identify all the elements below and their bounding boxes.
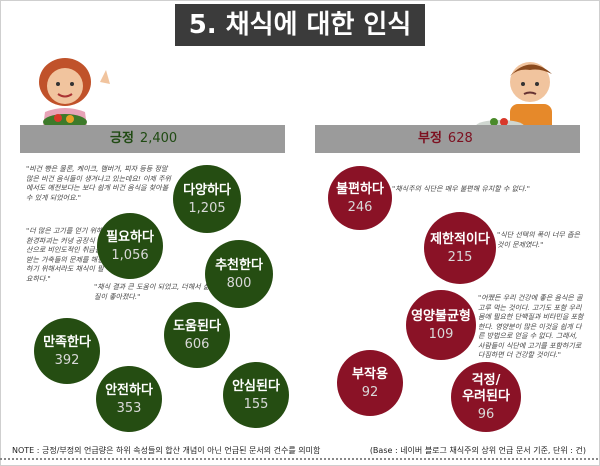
base-note: (Base : 네이버 블로그 채식주의 상위 언급 문서 기준, 단위 : 건… bbox=[369, 446, 586, 455]
bubble-value: 353 bbox=[116, 400, 142, 416]
positive-bubble: 도움된다 606 bbox=[164, 302, 230, 368]
bubble-label: 안심된다 bbox=[232, 378, 280, 394]
boy-with-salad-illustration bbox=[476, 62, 552, 134]
bubble-value: 800 bbox=[226, 275, 252, 291]
positive-bubble: 추천한다 800 bbox=[205, 240, 273, 308]
positive-bubble: 안심된다 155 bbox=[223, 362, 289, 428]
bubble-label: 제한적이다 bbox=[430, 231, 490, 247]
negative-bubble: 불편하다 246 bbox=[328, 166, 392, 230]
bubble-label: 도움된다 bbox=[173, 318, 221, 334]
bubble-value: 96 bbox=[477, 406, 495, 422]
negative-quote: "채식주의 식단은 매우 불편해 유지할 수 없다." bbox=[392, 185, 530, 193]
bubble-label: 영양불균형 bbox=[411, 308, 471, 324]
positive-section-band bbox=[20, 125, 285, 153]
bubble-label: 부작용 bbox=[352, 366, 388, 382]
page-title: 5. 채식에 대한 인식 bbox=[175, 4, 425, 46]
positive-quote: "비건 빵은 물론, 케이크, 햄버거, 피자 등등 정말 많은 비건 음식들이… bbox=[26, 165, 171, 202]
bubble-label: 불편하다 bbox=[336, 181, 384, 197]
bubble-label: 필요하다 bbox=[106, 229, 154, 245]
negative-bubble: 걱정/ 우려된다 96 bbox=[451, 362, 521, 432]
bubble-value: 92 bbox=[361, 384, 379, 400]
bubble-value: 392 bbox=[54, 352, 80, 368]
negative-section-label: 부정 628 bbox=[418, 127, 473, 151]
positive-label: 긍정 bbox=[110, 131, 134, 146]
negative-quote: "어쨌든 우리 건강에 좋은 음식은 골고루 먹는 것이다. 고기도 포함 우리… bbox=[478, 294, 584, 359]
bubble-value: 606 bbox=[184, 336, 210, 352]
bubble-value: 246 bbox=[347, 199, 373, 215]
bubble-value: 1,205 bbox=[188, 200, 226, 216]
positive-quote: "더 많은 고기를 얻기 위해 환경파괴는 커녕 공장식 축산으로 비인도적인 … bbox=[26, 227, 104, 283]
negative-bubble: 영양불균형 109 bbox=[406, 290, 476, 360]
dotted-divider bbox=[0, 458, 600, 460]
bubble-label: 만족한다 bbox=[43, 334, 91, 350]
negative-bubble: 제한적이다 215 bbox=[424, 212, 496, 284]
positive-bubble: 다양하다 1,205 bbox=[173, 165, 241, 233]
positive-bubble: 필요하다 1,056 bbox=[97, 213, 163, 279]
bubble-label: 다양하다 bbox=[183, 182, 231, 198]
bubble-label: 걱정/ 우려된다 bbox=[462, 372, 510, 404]
negative-quote: "식단 선택의 폭이 너무 좁은 것이 문제였다." bbox=[497, 231, 580, 249]
bubble-label: 안전하다 bbox=[105, 382, 153, 398]
bubble-value: 109 bbox=[428, 326, 454, 342]
footnote: NOTE : 긍정/부정의 언급량은 하위 속성들의 합산 개념이 아닌 언급된… bbox=[12, 446, 321, 455]
positive-bubble: 안전하다 353 bbox=[96, 366, 162, 432]
negative-count: 628 bbox=[447, 131, 473, 146]
positive-section-label: 긍정 2,400 bbox=[110, 127, 177, 151]
bubble-value: 1,056 bbox=[111, 247, 149, 263]
bubble-label: 추천한다 bbox=[215, 257, 263, 273]
negative-bubble: 부작용 92 bbox=[337, 350, 403, 416]
bubble-value: 155 bbox=[243, 396, 269, 412]
negative-section-band bbox=[315, 125, 580, 153]
positive-bubble: 만족한다 392 bbox=[34, 318, 100, 384]
girl-eating-salad-illustration bbox=[39, 58, 110, 134]
positive-quote: "채식 결과 큰 도움이 되었고, 더해서 삶의 질이 좋아졌다." bbox=[94, 283, 216, 301]
positive-count: 2,400 bbox=[139, 131, 178, 146]
bubble-value: 215 bbox=[447, 249, 473, 265]
negative-label: 부정 bbox=[418, 131, 442, 146]
